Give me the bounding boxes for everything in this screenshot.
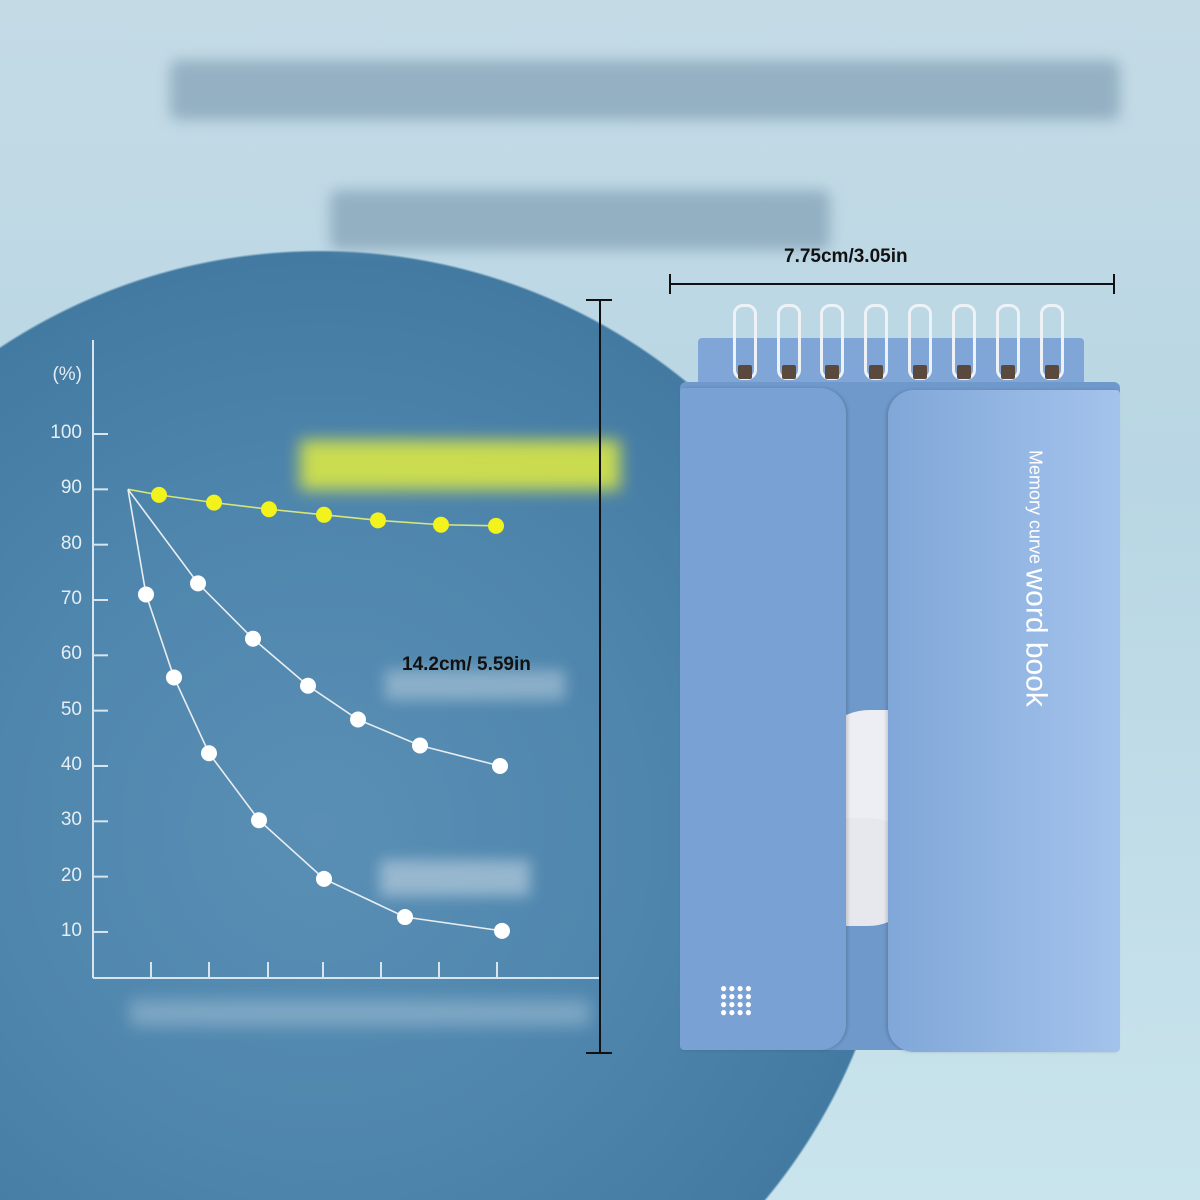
series-3-point bbox=[138, 586, 154, 603]
series-1-point bbox=[151, 486, 167, 503]
y-tick-label: 80 bbox=[60, 532, 82, 554]
series-3-point bbox=[316, 870, 332, 887]
series-1-point bbox=[488, 517, 504, 534]
series-2-point bbox=[492, 757, 508, 774]
dot-grid-icon: ●●●● ●●●● ●●●● ●●●● bbox=[720, 981, 753, 1019]
series-1-point bbox=[206, 494, 222, 511]
spiral-ring bbox=[908, 304, 932, 380]
blurred-legend-label bbox=[385, 670, 565, 700]
y-tick-label: 60 bbox=[60, 643, 82, 665]
notebook-left-flap[interactable] bbox=[680, 388, 846, 1050]
series-line-1 bbox=[127, 488, 497, 527]
width-label: 7.75cm/3.05in bbox=[784, 246, 908, 267]
spiral-ring bbox=[777, 304, 801, 380]
notebook-cover-title: Memory curve word book bbox=[1019, 450, 1053, 707]
memory-curve-chart bbox=[92, 340, 600, 979]
blurred-legend-highlight bbox=[300, 440, 620, 490]
y-tick-label: 100 bbox=[50, 422, 82, 443]
height-label: 14.2cm/ 5.59in bbox=[402, 654, 531, 675]
series-1-point bbox=[433, 516, 449, 533]
series-1-point bbox=[316, 506, 332, 523]
series-2-point bbox=[245, 630, 261, 647]
y-tick-label: 30 bbox=[60, 809, 82, 831]
series-2-point bbox=[190, 575, 206, 592]
y-tick-label: 70 bbox=[60, 587, 82, 609]
spiral-ring bbox=[996, 304, 1020, 380]
series-3-point bbox=[397, 909, 413, 926]
y-tick-label: 40 bbox=[60, 753, 82, 775]
blurred-x-labels bbox=[130, 1000, 590, 1026]
series-2-point bbox=[300, 677, 316, 694]
cover-line-2: word book bbox=[1019, 568, 1053, 707]
spiral-ring bbox=[820, 304, 844, 380]
blurred-subheadline bbox=[330, 190, 830, 250]
series-2-point bbox=[350, 711, 366, 728]
series-3-point bbox=[251, 812, 267, 829]
y-tick-label: 50 bbox=[60, 698, 82, 720]
spiral-ring bbox=[1040, 304, 1064, 380]
cover-line-1: Memory curve bbox=[1025, 450, 1046, 565]
series-1-point bbox=[370, 512, 386, 529]
series-3-point bbox=[494, 922, 510, 939]
spiral-ring bbox=[864, 304, 888, 380]
spiral-ring bbox=[952, 304, 976, 380]
series-2-point bbox=[412, 737, 428, 754]
notebook-right-flap[interactable] bbox=[888, 390, 1120, 1052]
series-3-point bbox=[201, 745, 217, 762]
y-tick-label: 10 bbox=[60, 919, 82, 941]
spiral-ring bbox=[733, 304, 757, 380]
dimension-lines bbox=[586, 274, 1115, 1054]
series-3-point bbox=[166, 669, 182, 686]
series-1-point bbox=[261, 501, 277, 518]
series-line-3 bbox=[127, 489, 503, 932]
blurred-legend-label bbox=[380, 860, 530, 896]
blurred-headline bbox=[170, 60, 1120, 120]
y-tick-label: 20 bbox=[60, 864, 82, 886]
y-axis-unit: (%) bbox=[52, 364, 82, 385]
y-tick-label: 90 bbox=[60, 477, 82, 499]
